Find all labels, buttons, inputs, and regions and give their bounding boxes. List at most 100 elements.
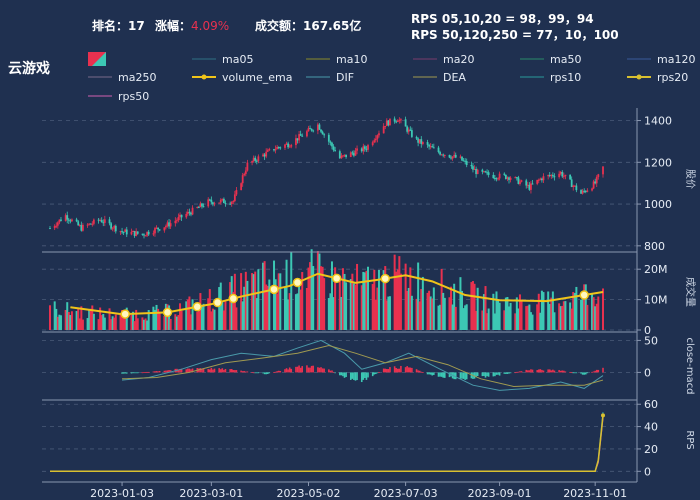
volume-bar-57 bbox=[175, 316, 178, 330]
candle-body-83 bbox=[232, 200, 235, 202]
candle-body-129 bbox=[332, 146, 335, 151]
volume-bar-131 bbox=[338, 280, 341, 330]
volume-bar-207 bbox=[504, 297, 507, 330]
volume-bar-143 bbox=[363, 272, 366, 330]
volume-bar-28 bbox=[111, 316, 114, 330]
macd-hist-bar-179 bbox=[514, 372, 517, 374]
macd-hist-bar-33 bbox=[191, 368, 194, 373]
macd-hist-bar-48 bbox=[224, 368, 227, 373]
legend-ma120-label: ma120 bbox=[657, 53, 695, 66]
macd-hist-bar-3 bbox=[125, 372, 128, 374]
candle-body-61 bbox=[185, 213, 188, 218]
macd-hist-bar-146 bbox=[440, 372, 443, 377]
candle-body-207 bbox=[504, 174, 507, 179]
candle-body-243 bbox=[583, 190, 586, 192]
volume-bar-214 bbox=[518, 294, 521, 330]
candle-body-248 bbox=[594, 181, 597, 184]
candle-body-102 bbox=[274, 149, 277, 151]
volume-bar-245 bbox=[586, 304, 589, 330]
volume-bar-200 bbox=[487, 308, 490, 330]
legend-volume-ema-label: volume_ema bbox=[222, 71, 292, 84]
candle-body-229 bbox=[551, 174, 554, 177]
volume-bar-249 bbox=[595, 303, 598, 330]
candle-body-63 bbox=[188, 211, 191, 213]
volume-bar-146 bbox=[371, 284, 374, 330]
volume-bar-176 bbox=[437, 305, 440, 330]
macd-hist-bar-163 bbox=[476, 372, 479, 377]
turnover-stat: 成交额：167.65亿 bbox=[255, 17, 361, 34]
volume-bar-106 bbox=[283, 287, 286, 330]
volume-bar-3 bbox=[56, 316, 59, 330]
macd-hist-bar-8 bbox=[136, 372, 139, 374]
candle-body-143 bbox=[363, 146, 366, 149]
candle-body-216 bbox=[525, 180, 528, 186]
volume-bar-74 bbox=[211, 308, 214, 330]
volume-bar-144 bbox=[365, 270, 368, 330]
macd-hist-bar-167 bbox=[486, 372, 488, 377]
volume-bar-23 bbox=[100, 315, 103, 330]
volume-bar-94 bbox=[255, 298, 258, 330]
candle-body-100 bbox=[268, 149, 271, 151]
macd-hist-bar-13 bbox=[147, 371, 150, 373]
candle-body-20 bbox=[92, 219, 95, 224]
macd-hist-bar-153 bbox=[454, 372, 457, 380]
rank-label: 排名： bbox=[92, 19, 129, 33]
candle-body-204 bbox=[497, 178, 499, 180]
macd-hist-bar-10 bbox=[143, 372, 145, 373]
volume-bar-9 bbox=[69, 315, 72, 330]
macd-hist-bar-184 bbox=[525, 369, 528, 373]
volume-bar-44 bbox=[146, 320, 149, 330]
candle-body-187 bbox=[461, 156, 463, 161]
ytick-label-p3-1: 20 bbox=[644, 443, 658, 456]
macd-hist-bar-83 bbox=[301, 366, 304, 373]
macd-hist-bar-121 bbox=[386, 369, 388, 373]
volume-bar-37 bbox=[132, 311, 135, 330]
volume-bar-76 bbox=[218, 287, 221, 330]
macd-hist-bar-147 bbox=[442, 372, 445, 378]
volume-bar-14 bbox=[80, 306, 83, 330]
macd-hist-bar-194 bbox=[547, 369, 549, 373]
volume-bar-30 bbox=[114, 314, 117, 330]
ytick-label-p0-1: 1000 bbox=[644, 198, 672, 211]
candle-body-72 bbox=[208, 199, 211, 201]
macd-hist-bar-131 bbox=[407, 367, 410, 373]
volume-bar-158 bbox=[396, 269, 399, 330]
macd-hist-bar-145 bbox=[439, 372, 441, 377]
macd-hist-bar-206 bbox=[572, 372, 575, 374]
macd-hist-bar-1 bbox=[122, 372, 125, 374]
macd-hist-bar-216 bbox=[594, 370, 596, 373]
volume-bar-192 bbox=[471, 281, 474, 330]
macd-hist-bar-81 bbox=[298, 365, 300, 373]
candle-body-90 bbox=[246, 162, 249, 171]
volume-bar-78 bbox=[221, 301, 224, 330]
volume-bar-151 bbox=[382, 270, 385, 330]
volume-bar-69 bbox=[200, 305, 203, 330]
volume-bar-229 bbox=[551, 291, 554, 330]
macd-hist-bar-32 bbox=[190, 369, 192, 373]
macd-hist-bar-6 bbox=[133, 372, 136, 374]
candle-body-246 bbox=[591, 188, 593, 191]
candle-body-29 bbox=[113, 225, 116, 229]
candle-body-116 bbox=[306, 131, 308, 137]
candle-body-180 bbox=[443, 154, 446, 156]
volume-bar-179 bbox=[442, 292, 445, 330]
volume-bar-232 bbox=[559, 306, 562, 330]
candle-body-17 bbox=[88, 223, 91, 225]
candle-body-226 bbox=[547, 175, 550, 177]
volume-bar-133 bbox=[341, 268, 344, 330]
xtick-label-2: 2023-05-02 bbox=[277, 487, 341, 500]
macd-hist-bar-21 bbox=[166, 370, 169, 373]
ytick-label-p3-2: 40 bbox=[644, 421, 658, 434]
turnover-label: 成交额： bbox=[255, 19, 304, 33]
ytick-label-p2-0: 0 bbox=[644, 366, 651, 379]
candle-body-168 bbox=[418, 139, 421, 143]
candle-body-49 bbox=[157, 227, 159, 230]
volume-bar-139 bbox=[354, 284, 357, 330]
macd-hist-bar-122 bbox=[387, 369, 390, 373]
macd-hist-bar-137 bbox=[420, 371, 423, 373]
legend-ma50-label: ma50 bbox=[550, 53, 581, 66]
macd-hist-bar-31 bbox=[188, 368, 191, 373]
macd-hist-bar-101 bbox=[342, 372, 344, 377]
